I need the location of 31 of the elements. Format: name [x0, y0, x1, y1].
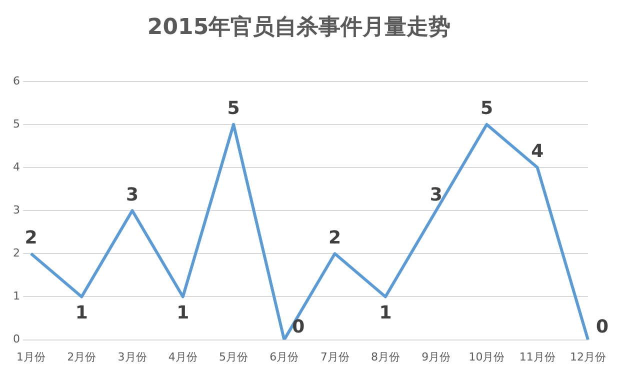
data-label: 0 [596, 316, 609, 338]
data-label: 1 [379, 302, 392, 324]
x-tick-label: 1月份 [16, 350, 46, 364]
x-tick-label: 4月份 [168, 350, 198, 364]
data-label: 2 [328, 227, 342, 248]
x-tick-label: 5月份 [219, 350, 248, 364]
data-label: 5 [480, 98, 493, 120]
data-label: 3 [126, 184, 139, 206]
data-label: 1 [75, 302, 88, 324]
chart-title: 2015年官员自杀事件月量走势 [147, 14, 451, 40]
y-tick-label: 0 [13, 332, 20, 346]
data-label: 5 [227, 98, 240, 120]
y-tick-label: 2 [13, 246, 20, 260]
x-tick-label: 9月份 [422, 350, 451, 364]
x-tick-label: 3月份 [118, 350, 147, 364]
y-tick-label: 5 [13, 117, 20, 130]
x-tick-label: 12月份 [570, 350, 606, 364]
y-tick-label: 3 [13, 203, 20, 216]
y-tick-label: 1 [13, 290, 20, 303]
x-tick-label: 8月份 [370, 350, 400, 364]
data-label: 1 [176, 302, 190, 324]
x-tick-label: 11月份 [519, 350, 556, 364]
x-tick-label: 6月份 [270, 350, 299, 364]
x-tick-label: 2月份 [67, 350, 96, 364]
y-tick-label: 4 [13, 160, 20, 174]
data-label: 0 [292, 316, 305, 338]
data-label: 4 [531, 141, 544, 162]
y-tick-label: 6 [13, 74, 20, 88]
data-label: 3 [430, 184, 442, 206]
x-tick-label: 7月份 [320, 350, 350, 364]
x-tick-label: 10月份 [468, 350, 505, 364]
